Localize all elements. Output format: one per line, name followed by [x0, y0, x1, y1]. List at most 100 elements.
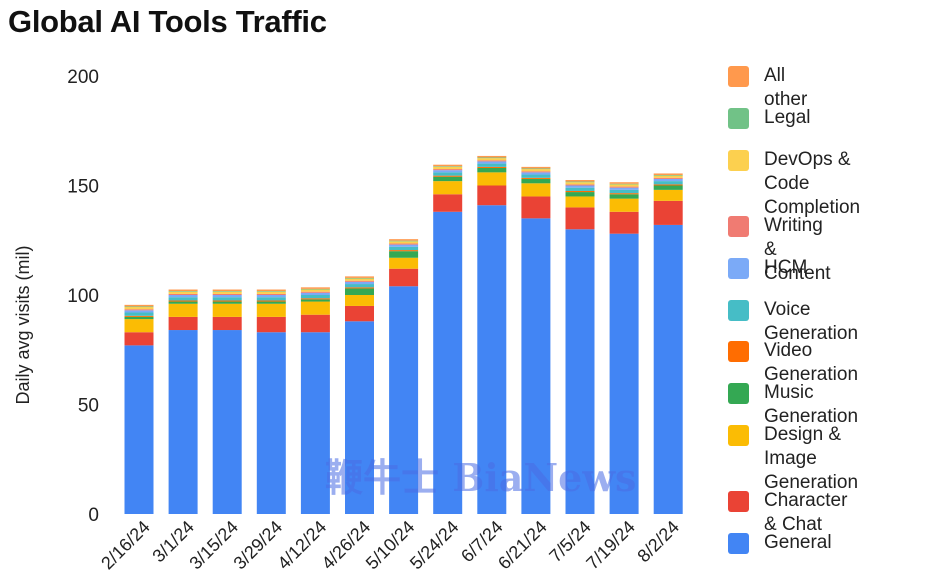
bar-segment-writing-content [433, 169, 463, 171]
legend-item: Character & Chat [728, 490, 847, 537]
bar-segment-character-chat [212, 316, 242, 331]
bar-segment-legal [477, 157, 507, 159]
bar-segment-devops-code-completion [256, 291, 286, 294]
legend-item: All other [728, 65, 807, 112]
bar-segment-hcm [433, 170, 463, 173]
bar-segment-writing-content [653, 177, 683, 179]
bar-segment-video-generation [521, 177, 551, 179]
bar-segment-general [477, 205, 507, 514]
legend-label: Video Generation [764, 340, 859, 385]
bar-segment-voice-generation [212, 297, 242, 301]
bar-segment-all-other [521, 166, 551, 169]
bar-segment-devops-code-completion [345, 278, 374, 281]
legend-swatch [728, 216, 749, 237]
bar-segment-music-generation [212, 301, 242, 304]
bar-segment-general [124, 345, 154, 514]
bar-segment-design-image-generation [345, 295, 374, 306]
x-tick-label: 8/2/24 [633, 517, 683, 567]
bar-segment-general [256, 332, 286, 514]
bar-segment-music-generation [565, 192, 595, 197]
bar-segment-devops-code-completion [653, 175, 683, 178]
bar-segment-character-chat [521, 196, 551, 219]
legend-item: DevOps & Code Completion [728, 149, 861, 220]
bar-segment-voice-generation [653, 181, 683, 185]
bar-segment-all-other [124, 304, 154, 307]
bar-segment-video-generation [389, 250, 419, 252]
bar-segment-hcm [565, 185, 595, 188]
bar-segment-devops-code-completion [300, 289, 330, 292]
bar-segment-all-other [256, 289, 286, 292]
legend-label: HCM [764, 257, 808, 278]
legend-swatch [728, 341, 749, 362]
bar-segment-character-chat [124, 332, 154, 346]
bar-segment-character-chat [653, 200, 683, 225]
bar-segment-devops-code-completion [212, 291, 242, 294]
bar-segment-voice-generation [256, 297, 286, 301]
bar-segment-writing-content [256, 293, 286, 295]
bar-segment-video-generation [212, 300, 242, 302]
bar-segment-voice-generation [609, 189, 639, 194]
bar-segment-character-chat [565, 207, 595, 230]
legend-item: Design & Image Generation [728, 424, 858, 495]
bar-segment-general [168, 330, 198, 514]
legend-item: Writing & Content [728, 215, 831, 286]
bar-segment-general [521, 218, 551, 514]
bar-segment-legal [565, 181, 595, 183]
bar-segment-video-generation [124, 315, 154, 317]
legend-label: Voice Generation [764, 299, 859, 344]
y-axis-label: Daily avg visits (mil) [13, 245, 33, 404]
bar-segment-general [389, 286, 419, 514]
bar-segment-design-image-generation [300, 301, 330, 315]
bar-segment-video-generation [477, 166, 507, 168]
legend-item: Legal [728, 107, 811, 130]
bar-segment-writing-content [168, 293, 198, 295]
bar-segment-general [565, 229, 595, 515]
bar-segment-hcm [168, 295, 198, 298]
legend-label: Legal [764, 107, 811, 128]
bar-segment-devops-code-completion [521, 169, 551, 172]
bar-segment-hcm [212, 295, 242, 298]
x-tick-label: 6/21/24 [494, 517, 551, 574]
bar-segment-legal [345, 277, 374, 279]
bar-segment-voice-generation [433, 172, 463, 176]
bar-segment-video-generation [168, 300, 198, 302]
bar-segment-writing-content [477, 160, 507, 162]
x-tick-label: 5/10/24 [362, 517, 419, 574]
legend-item: HCM [728, 257, 808, 280]
bar-segment-video-generation [433, 175, 463, 177]
bar-segment-music-generation [300, 299, 330, 302]
bar-segment-music-generation [345, 288, 374, 295]
bar-segment-writing-content [609, 186, 639, 188]
legend-swatch [728, 533, 749, 554]
x-tick-label: 3/15/24 [185, 517, 242, 574]
bar-segment-devops-code-completion [609, 184, 639, 187]
bar-segment-devops-code-completion [477, 158, 507, 161]
bar-segment-hcm [124, 310, 154, 313]
bar-segment-devops-code-completion [433, 166, 463, 170]
bar-segment-hcm [389, 244, 419, 247]
y-tick-label: 50 [78, 396, 99, 417]
bar-segment-legal [609, 183, 639, 185]
bar-segment-character-chat [389, 268, 419, 287]
bar-segment-general [653, 224, 683, 515]
bar-segment-legal [521, 168, 551, 170]
bar-segment-all-other [433, 164, 463, 167]
bar-segment-music-generation [521, 178, 551, 184]
bar-segment-devops-code-completion [168, 291, 198, 294]
bar-segment-general [609, 233, 639, 514]
bar-segment-character-chat [609, 211, 639, 234]
bar-segment-character-chat [300, 314, 330, 333]
legend-label: DevOps & Code Completion [764, 149, 861, 218]
y-tick-label: 0 [88, 505, 99, 526]
bar-segment-writing-content [212, 293, 242, 295]
bar-segment-writing-content [565, 184, 595, 186]
bar-segment-writing-content [300, 291, 330, 293]
bar-segment-design-image-generation [433, 181, 463, 195]
bar-segment-video-generation [653, 184, 683, 186]
bar-segment-all-other [168, 289, 198, 292]
legend-label: Writing & Content [764, 215, 831, 284]
watermark: 鞭牛士 BiaNews [325, 455, 637, 500]
bar-segment-music-generation [168, 301, 198, 304]
bar-segment-design-image-generation [124, 319, 154, 333]
bar-segment-legal [653, 174, 683, 176]
